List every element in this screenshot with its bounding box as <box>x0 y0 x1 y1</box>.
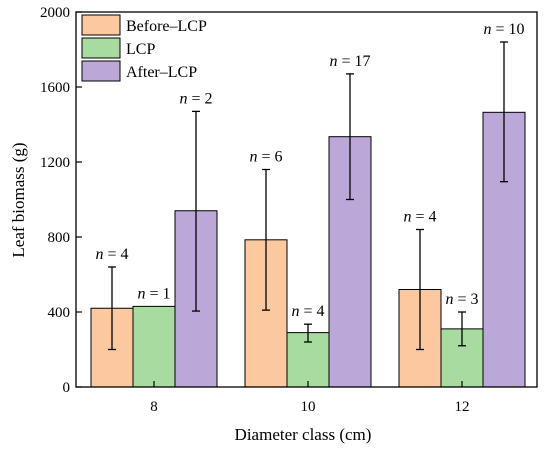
y-tick-label: 0 <box>63 380 71 396</box>
n-label: n = 4 <box>403 209 436 226</box>
y-tick-label: 2000 <box>40 5 70 21</box>
y-tick-label: 400 <box>48 305 71 321</box>
y-tick-label: 1600 <box>40 80 70 96</box>
legend-label-2: LCP <box>126 41 155 58</box>
n-label: n = 3 <box>445 291 478 308</box>
ticks-layer: 0 400 800 1200 1600 2000 8 10 12 <box>40 5 470 415</box>
n-label: n = 4 <box>95 246 128 263</box>
n-label: n = 10 <box>483 21 524 38</box>
n-labels-layer: n = 4 n = 6 n = 4 n = 1 n = 4 n = 3 n = 2 n = 1… <box>95 21 524 320</box>
n-label: n = 2 <box>179 90 212 107</box>
y-axis-title: Leaf biomass (g) <box>9 142 28 257</box>
legend-swatch-1 <box>81 14 121 36</box>
legend-swatch-2 <box>81 37 121 59</box>
x-axis-title: Diameter class (cm) <box>235 425 372 444</box>
n-label: n = 1 <box>137 285 170 302</box>
plot-frame <box>75 11 538 388</box>
axes-layer <box>75 11 538 388</box>
x-tick-label: 12 <box>455 399 470 415</box>
x-tick-label: 8 <box>150 399 158 415</box>
n-label: n = 4 <box>291 303 324 320</box>
n-label: n = 17 <box>329 53 370 70</box>
x-tick-label: 10 <box>301 399 316 415</box>
legend-swatch-3 <box>81 60 121 82</box>
n-label: n = 6 <box>249 149 282 166</box>
y-tick-label: 1200 <box>40 155 70 171</box>
y-tick-label: 800 <box>48 230 71 246</box>
legend-label-3: After–LCP <box>126 64 197 81</box>
legend-label-1: Before–LCP <box>126 18 207 35</box>
error-bars-layer <box>108 41 508 351</box>
bar-2-cat-8 <box>132 305 176 388</box>
legend: Before–LCP LCP After–LCP <box>81 14 207 82</box>
